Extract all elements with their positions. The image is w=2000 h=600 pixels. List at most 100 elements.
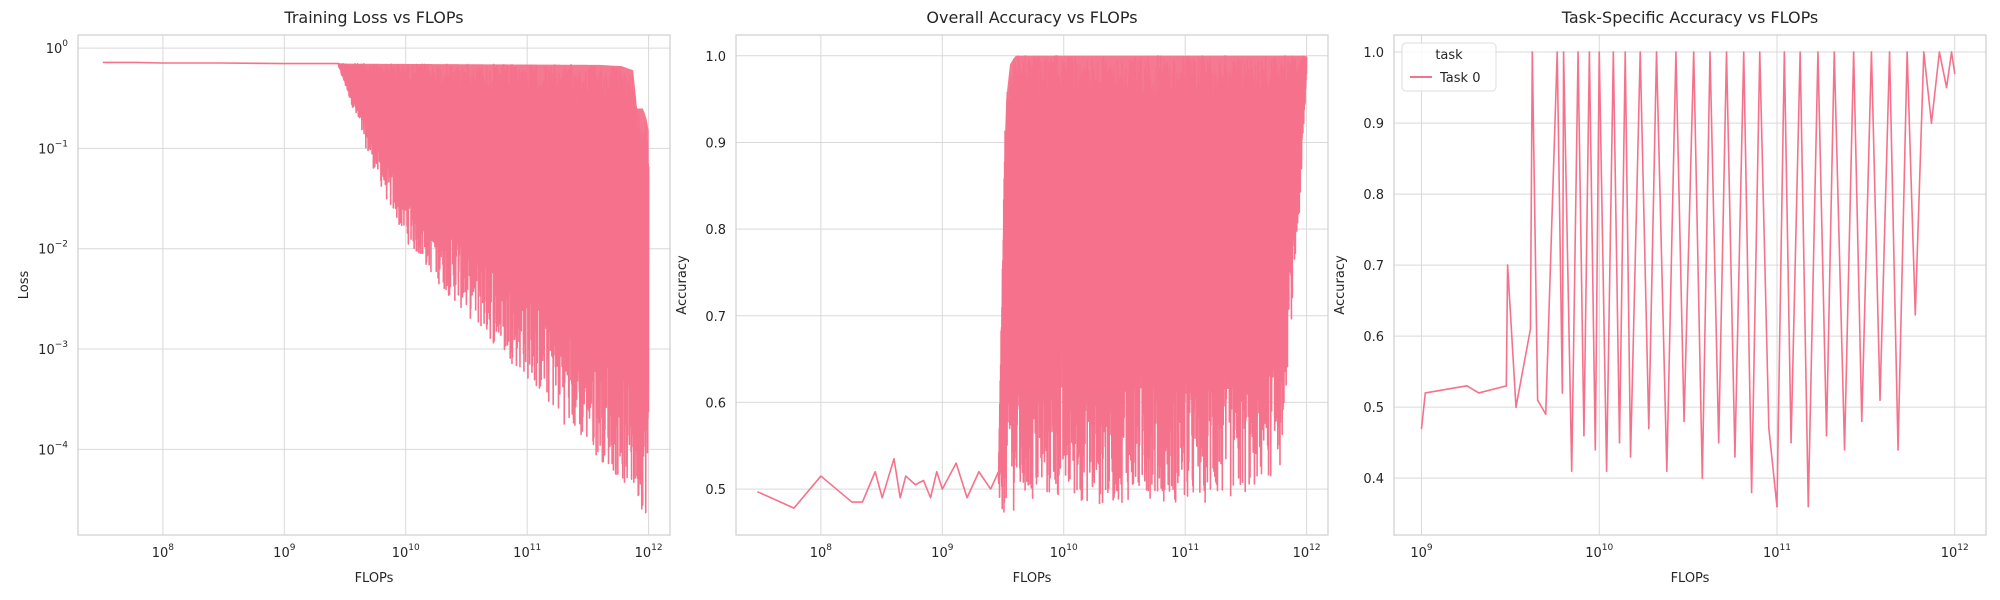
data-point	[1743, 51, 1745, 53]
data-point	[1954, 73, 1956, 75]
x-tick-label: 1010	[1585, 543, 1613, 561]
panel-training-loss: 108 109 1010 1011 101210−410−310−210−1100Tra…	[17, 8, 670, 586]
data-point	[1951, 51, 1953, 53]
data-point	[1683, 421, 1685, 423]
x-tick-label-exponent: 10	[408, 543, 420, 553]
y-tick-label: 0.7	[705, 310, 726, 325]
x-tick-label: 1011	[1171, 543, 1199, 561]
y-tick-label-base: 10	[38, 443, 55, 458]
x-tick-label-base: 10	[810, 546, 827, 561]
x-tick-label: 1011	[513, 543, 541, 561]
data-point	[1507, 264, 1509, 266]
x-tick-label-base: 10	[1941, 546, 1958, 561]
x-tick-label-base: 10	[635, 546, 652, 561]
y-tick-label: 10−1	[38, 139, 68, 157]
legend: task Task 0	[1402, 43, 1496, 91]
data-point	[1421, 428, 1423, 430]
x-tick-label: 108	[152, 543, 175, 561]
data-point	[1563, 51, 1565, 53]
data-point	[1861, 421, 1863, 423]
y-tick-label: 1.0	[705, 50, 726, 65]
data-point	[1734, 456, 1736, 458]
x-tick-label-exponent: 10	[1602, 543, 1614, 553]
data-point	[1556, 51, 1558, 53]
x-tick-label: 1012	[1941, 543, 1969, 561]
x-axis-label: FLOPs	[1671, 571, 1710, 586]
data-point	[1478, 392, 1480, 394]
data-point	[1790, 442, 1792, 444]
plot-area	[1394, 35, 1986, 535]
y-tick-label-exponent: −2	[55, 240, 68, 250]
data-point	[1833, 51, 1835, 53]
y-tick-label: 0.5	[705, 483, 726, 498]
data-point	[1425, 392, 1427, 394]
data-point	[1589, 51, 1591, 53]
y-tick-label: 0.4	[1363, 472, 1384, 487]
data-point	[1826, 435, 1828, 437]
legend-title: task	[1435, 48, 1463, 63]
x-tick-label: 109	[1410, 543, 1433, 561]
data-point	[1817, 51, 1819, 53]
y-axis-label: Loss	[17, 271, 32, 300]
x-tick-label-exponent: 8	[826, 543, 832, 553]
data-point	[1577, 51, 1579, 53]
x-tick-label-base: 10	[1050, 546, 1067, 561]
data-point	[1939, 51, 1941, 53]
y-tick-label: 0.9	[1363, 117, 1384, 132]
x-tick-label: 1010	[392, 543, 420, 561]
y-tick-label: 0.9	[705, 136, 726, 151]
x-tick-label: 1012	[635, 543, 663, 561]
x-axis-label: FLOPs	[1013, 571, 1052, 586]
y-tick-label-base: 10	[46, 42, 63, 57]
data-point	[1630, 456, 1632, 458]
x-tick-label-exponent: 11	[1188, 543, 1199, 553]
data-point	[1537, 399, 1539, 401]
x-tick-label-exponent: 8	[168, 543, 174, 553]
panel-task-accuracy: 109 1010 1011 10120.40.50.60.70.80.91.0Task…	[1333, 8, 1986, 586]
x-tick-label-base: 10	[152, 546, 169, 561]
chart-title: Overall Accuracy vs FLOPs	[926, 8, 1137, 27]
data-point	[1718, 442, 1720, 444]
y-axis-label: Accuracy	[675, 255, 690, 315]
x-tick-label-exponent: 12	[1309, 543, 1320, 553]
data-point	[1702, 477, 1704, 479]
chart-title: Task-Specific Accuracy vs FLOPs	[1561, 8, 1819, 27]
x-tick-label-base: 10	[1763, 546, 1780, 561]
data-point	[1879, 399, 1881, 401]
data-point	[1844, 449, 1846, 451]
x-tick-label-base: 10	[273, 546, 290, 561]
data-point	[1639, 51, 1641, 53]
data-point	[1624, 51, 1626, 53]
data-point	[1571, 470, 1573, 472]
x-tick-label-exponent: 12	[651, 543, 662, 553]
y-tick-label-exponent: −4	[55, 440, 69, 450]
data-point	[1784, 51, 1786, 53]
data-point	[1776, 506, 1778, 508]
data-point	[1506, 385, 1508, 387]
data-point	[1709, 51, 1711, 53]
x-tick-label-exponent: 9	[948, 543, 954, 553]
x-tick-label-exponent: 11	[530, 543, 541, 553]
y-tick-label-base: 10	[38, 343, 55, 358]
x-tick-label-base: 10	[1410, 546, 1427, 561]
y-tick-label: 0.6	[705, 396, 726, 411]
data-point	[1530, 328, 1532, 330]
x-axis-label: FLOPs	[355, 571, 394, 586]
data-point	[1759, 51, 1761, 53]
x-tick-label-exponent: 12	[1957, 543, 1968, 553]
data-point	[1726, 51, 1728, 53]
y-tick-label: 10−4	[38, 440, 68, 458]
data-point	[1675, 51, 1677, 53]
x-tick-label: 1010	[1050, 543, 1078, 561]
y-tick-label: 10−2	[38, 240, 68, 258]
x-tick-label-exponent: 10	[1066, 543, 1078, 553]
y-tick-label-exponent: 0	[62, 39, 68, 49]
legend-entry: Task 0	[1439, 71, 1480, 86]
data-point	[1583, 435, 1585, 437]
y-tick-label: 0.8	[705, 223, 726, 238]
data-point	[1606, 470, 1608, 472]
x-tick-label-base: 10	[513, 546, 530, 561]
data-point	[1666, 470, 1668, 472]
data-point	[1768, 428, 1770, 430]
